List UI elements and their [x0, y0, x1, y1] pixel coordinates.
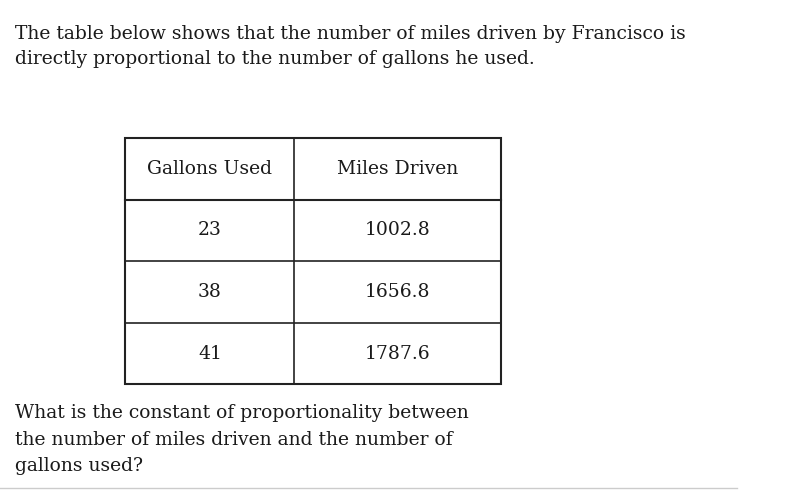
Text: Gallons Used: Gallons Used — [147, 160, 272, 178]
Text: 1656.8: 1656.8 — [365, 283, 430, 301]
Text: 23: 23 — [198, 221, 222, 240]
Text: 1002.8: 1002.8 — [365, 221, 430, 240]
Text: 38: 38 — [198, 283, 222, 301]
Text: The table below shows that the number of miles driven by Francisco is
directly p: The table below shows that the number of… — [14, 25, 686, 68]
Text: 41: 41 — [198, 345, 222, 363]
Text: Miles Driven: Miles Driven — [337, 160, 458, 178]
Text: 1787.6: 1787.6 — [365, 345, 430, 363]
Text: What is the constant of proportionality between
the number of miles driven and t: What is the constant of proportionality … — [14, 404, 469, 475]
